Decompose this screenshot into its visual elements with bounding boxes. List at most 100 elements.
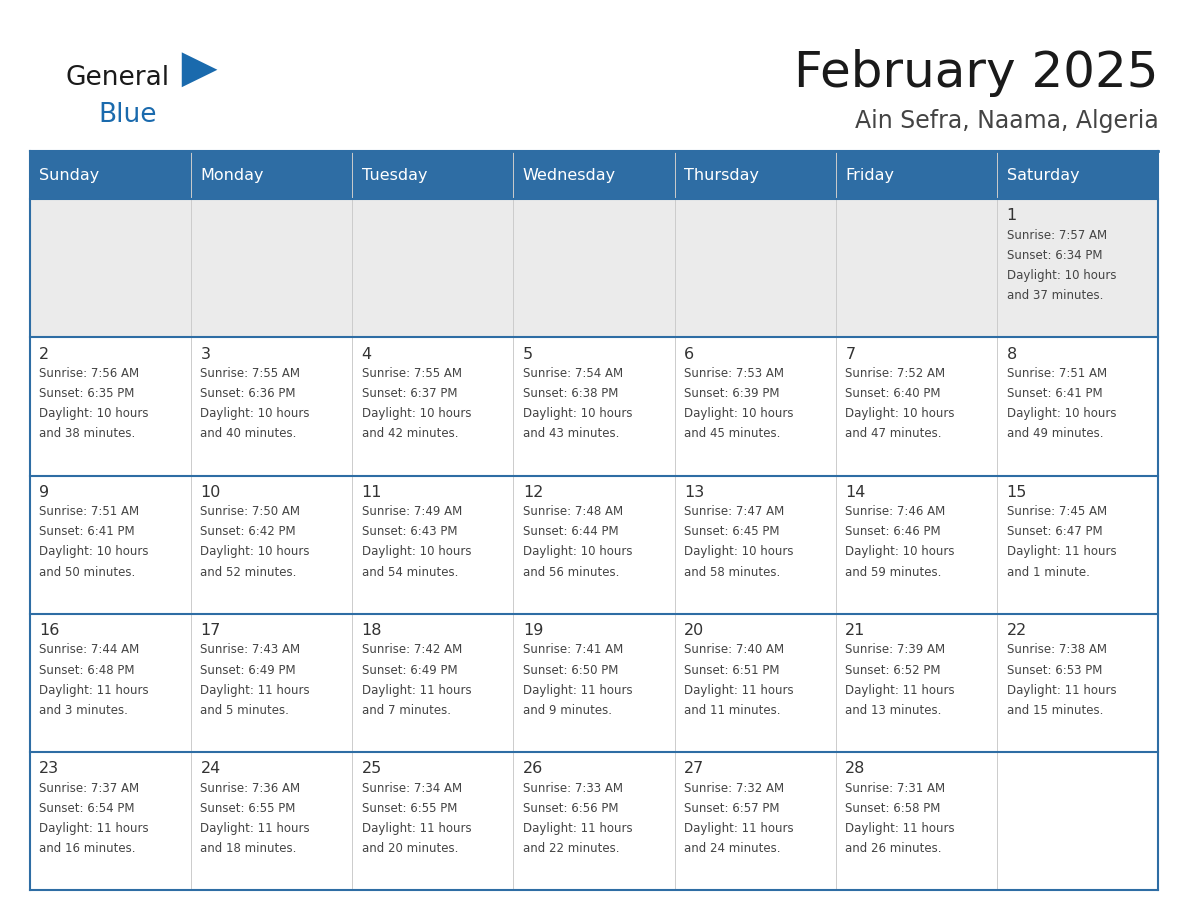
Bar (30, 476, 1158, 614)
Text: 3: 3 (201, 347, 210, 362)
Text: Sunrise: 7:54 AM: Sunrise: 7:54 AM (523, 367, 623, 380)
Text: 20: 20 (684, 623, 704, 638)
Bar (30, 338, 1158, 476)
Text: Daylight: 10 hours: Daylight: 10 hours (201, 545, 310, 558)
Text: Sunset: 6:35 PM: Sunset: 6:35 PM (39, 387, 134, 400)
Text: Sunset: 6:46 PM: Sunset: 6:46 PM (846, 525, 941, 538)
Text: Daylight: 10 hours: Daylight: 10 hours (1006, 269, 1116, 282)
Text: Daylight: 10 hours: Daylight: 10 hours (684, 545, 794, 558)
Text: Sunset: 6:52 PM: Sunset: 6:52 PM (846, 664, 941, 677)
Text: Sunset: 6:54 PM: Sunset: 6:54 PM (39, 801, 134, 815)
Text: Sunset: 6:34 PM: Sunset: 6:34 PM (1006, 249, 1102, 262)
Text: Monday: Monday (201, 168, 264, 183)
Text: Daylight: 11 hours: Daylight: 11 hours (1006, 684, 1117, 697)
Text: and 1 minute.: and 1 minute. (1006, 565, 1089, 578)
Text: 26: 26 (523, 761, 543, 777)
Text: 8: 8 (1006, 347, 1017, 362)
Text: Sunrise: 7:38 AM: Sunrise: 7:38 AM (1006, 644, 1106, 656)
Text: and 59 minutes.: and 59 minutes. (846, 565, 942, 578)
Text: 4: 4 (361, 347, 372, 362)
Text: Sunrise: 7:37 AM: Sunrise: 7:37 AM (39, 781, 139, 795)
Text: Sunset: 6:45 PM: Sunset: 6:45 PM (684, 525, 779, 538)
Text: Sunset: 6:47 PM: Sunset: 6:47 PM (1006, 525, 1102, 538)
Text: 9: 9 (39, 485, 50, 500)
Text: Daylight: 10 hours: Daylight: 10 hours (361, 545, 472, 558)
Text: 16: 16 (39, 623, 59, 638)
Text: Sunrise: 7:42 AM: Sunrise: 7:42 AM (361, 644, 462, 656)
Text: and 45 minutes.: and 45 minutes. (684, 428, 781, 441)
Text: Sunset: 6:57 PM: Sunset: 6:57 PM (684, 801, 779, 815)
Text: Sunrise: 7:33 AM: Sunrise: 7:33 AM (523, 781, 623, 795)
Text: and 5 minutes.: and 5 minutes. (201, 704, 290, 717)
Text: Sunset: 6:56 PM: Sunset: 6:56 PM (523, 801, 619, 815)
Text: Sunrise: 7:31 AM: Sunrise: 7:31 AM (846, 781, 946, 795)
Text: February 2025: February 2025 (794, 50, 1158, 97)
Text: Sunset: 6:42 PM: Sunset: 6:42 PM (201, 525, 296, 538)
Text: Daylight: 11 hours: Daylight: 11 hours (201, 822, 310, 835)
Text: 1: 1 (1006, 208, 1017, 223)
Text: Sunrise: 7:44 AM: Sunrise: 7:44 AM (39, 644, 139, 656)
Bar (30, 614, 1158, 752)
Text: Daylight: 11 hours: Daylight: 11 hours (361, 684, 472, 697)
Text: Sunrise: 7:55 AM: Sunrise: 7:55 AM (201, 367, 301, 380)
Text: Sunset: 6:49 PM: Sunset: 6:49 PM (361, 664, 457, 677)
Text: Sunrise: 7:51 AM: Sunrise: 7:51 AM (1006, 367, 1107, 380)
Text: Sunrise: 7:32 AM: Sunrise: 7:32 AM (684, 781, 784, 795)
Text: and 50 minutes.: and 50 minutes. (39, 565, 135, 578)
Text: Saturday: Saturday (1006, 168, 1079, 183)
Text: Sunrise: 7:57 AM: Sunrise: 7:57 AM (1006, 229, 1107, 241)
Text: Sunset: 6:55 PM: Sunset: 6:55 PM (361, 801, 457, 815)
Text: 27: 27 (684, 761, 704, 777)
Text: Daylight: 10 hours: Daylight: 10 hours (39, 545, 148, 558)
Text: Sunset: 6:37 PM: Sunset: 6:37 PM (361, 387, 457, 400)
Text: and 43 minutes.: and 43 minutes. (523, 428, 619, 441)
Text: 22: 22 (1006, 623, 1026, 638)
Text: 5: 5 (523, 347, 533, 362)
Text: and 3 minutes.: and 3 minutes. (39, 704, 128, 717)
Text: 28: 28 (846, 761, 866, 777)
Text: and 47 minutes.: and 47 minutes. (846, 428, 942, 441)
Bar (30, 199, 1158, 338)
Text: Sunset: 6:36 PM: Sunset: 6:36 PM (201, 387, 296, 400)
Text: and 40 minutes.: and 40 minutes. (201, 428, 297, 441)
Text: Daylight: 10 hours: Daylight: 10 hours (846, 408, 955, 420)
Text: and 26 minutes.: and 26 minutes. (846, 842, 942, 856)
Text: and 49 minutes.: and 49 minutes. (1006, 428, 1104, 441)
Text: Sunset: 6:55 PM: Sunset: 6:55 PM (201, 801, 296, 815)
Text: Sunset: 6:51 PM: Sunset: 6:51 PM (684, 664, 779, 677)
Text: Daylight: 10 hours: Daylight: 10 hours (684, 408, 794, 420)
Text: and 37 minutes.: and 37 minutes. (1006, 289, 1102, 302)
Text: Sunrise: 7:36 AM: Sunrise: 7:36 AM (201, 781, 301, 795)
Text: Sunset: 6:48 PM: Sunset: 6:48 PM (39, 664, 134, 677)
Text: and 13 minutes.: and 13 minutes. (846, 704, 942, 717)
Text: and 20 minutes.: and 20 minutes. (361, 842, 459, 856)
Text: Sunset: 6:44 PM: Sunset: 6:44 PM (523, 525, 619, 538)
Text: and 38 minutes.: and 38 minutes. (39, 428, 135, 441)
Text: 19: 19 (523, 623, 543, 638)
Text: 12: 12 (523, 485, 543, 500)
Text: and 11 minutes.: and 11 minutes. (684, 704, 781, 717)
Text: Sunset: 6:50 PM: Sunset: 6:50 PM (523, 664, 618, 677)
Text: Daylight: 10 hours: Daylight: 10 hours (1006, 408, 1116, 420)
Text: and 15 minutes.: and 15 minutes. (1006, 704, 1102, 717)
Text: Sunrise: 7:49 AM: Sunrise: 7:49 AM (361, 505, 462, 518)
Text: Sunrise: 7:47 AM: Sunrise: 7:47 AM (684, 505, 784, 518)
Text: 2: 2 (39, 347, 50, 362)
Text: Sunrise: 7:55 AM: Sunrise: 7:55 AM (361, 367, 462, 380)
Text: Sunrise: 7:50 AM: Sunrise: 7:50 AM (201, 505, 301, 518)
Text: Sunrise: 7:45 AM: Sunrise: 7:45 AM (1006, 505, 1107, 518)
Text: 14: 14 (846, 485, 866, 500)
Text: Tuesday: Tuesday (361, 168, 428, 183)
Text: 11: 11 (361, 485, 383, 500)
Text: 15: 15 (1006, 485, 1026, 500)
Text: 25: 25 (361, 761, 381, 777)
Text: Sunday: Sunday (39, 168, 100, 183)
Text: Daylight: 10 hours: Daylight: 10 hours (361, 408, 472, 420)
Text: Sunset: 6:38 PM: Sunset: 6:38 PM (523, 387, 618, 400)
Text: General: General (65, 65, 170, 91)
Text: and 7 minutes.: and 7 minutes. (361, 704, 450, 717)
Text: Sunset: 6:39 PM: Sunset: 6:39 PM (684, 387, 779, 400)
Text: 6: 6 (684, 347, 694, 362)
Text: Sunrise: 7:51 AM: Sunrise: 7:51 AM (39, 505, 139, 518)
Text: Daylight: 11 hours: Daylight: 11 hours (523, 822, 632, 835)
